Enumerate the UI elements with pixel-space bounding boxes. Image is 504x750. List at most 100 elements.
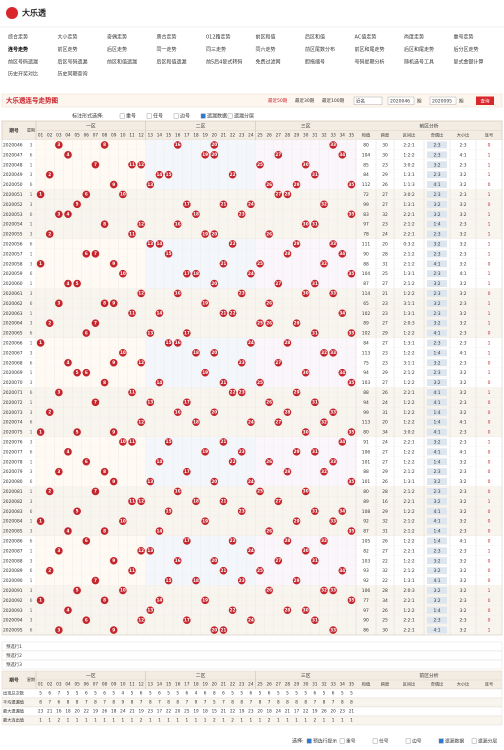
cell-bg <box>292 149 302 160</box>
nav-link[interactable]: 随机选号工具 <box>404 58 434 65</box>
cell-bg <box>173 466 183 477</box>
cell-bg <box>118 456 128 467</box>
option-text[interactable]: 边号 <box>180 113 190 120</box>
nav-link[interactable]: 历史同期查询 <box>58 71 88 78</box>
nav-link[interactable]: 复式金额计算 <box>454 58 484 65</box>
cell-bg <box>109 268 119 279</box>
input-to-text[interactable]: 2020095 <box>432 98 452 104</box>
ball-number: 12 <box>138 419 144 424</box>
ball-number: 20 <box>211 142 217 147</box>
ball-number: 14 <box>157 459 163 464</box>
option-text[interactable]: 任号 <box>153 113 163 120</box>
number-head: 13 <box>148 682 154 687</box>
cell-bg <box>264 169 274 180</box>
issue: 2020047 <box>3 152 23 158</box>
ball <box>320 537 328 545</box>
ball <box>183 398 191 407</box>
summary-value: 6 <box>85 691 88 696</box>
nav-link[interactable]: 前区号码遗漏 <box>8 58 38 65</box>
issue: 2020064 <box>3 321 23 327</box>
nav-link[interactable]: 前区和值遗漏 <box>107 58 137 65</box>
cell-bg <box>90 149 100 160</box>
nav-link[interactable]: 重号走势 <box>454 34 474 41</box>
checkbox <box>173 113 179 119</box>
stat-value: 2:3 <box>433 489 440 495</box>
option-text[interactable]: 遗漏数据 <box>207 113 227 120</box>
cell-bg <box>228 565 238 576</box>
period-link[interactable]: 最近30期 <box>295 97 315 104</box>
bottom-option[interactable]: 预选行提示 <box>313 738 337 745</box>
nav-link[interactable]: 大小走势 <box>58 34 78 41</box>
nav-link[interactable]: 后区走势 <box>107 46 127 53</box>
ball <box>311 170 319 179</box>
nav-link[interactable]: 前区尾数分布 <box>305 46 335 53</box>
unit: 期 <box>417 98 422 104</box>
summary-value: 17 <box>294 709 300 714</box>
nav-link[interactable]: AC值走势 <box>355 34 377 41</box>
nav-link[interactable]: 同三走势 <box>206 46 226 53</box>
summary-value: 1 <box>167 718 170 723</box>
nav-link[interactable]: 奇偶走势 <box>107 34 127 41</box>
stat-value: 1 <box>488 301 491 307</box>
nav-link[interactable]: 同一走势 <box>157 46 177 53</box>
row-bg <box>2 486 502 497</box>
number-head: 08 <box>102 132 108 137</box>
stat-value: 3:2 <box>459 499 466 505</box>
stat-value: 1:3:1 <box>403 172 415 178</box>
nav-link[interactable]: 尚度走势 <box>404 34 424 41</box>
summary-value: 6 <box>332 691 335 696</box>
nav-link[interactable]: 综合走势 <box>8 34 28 41</box>
cell-bg <box>182 437 192 447</box>
ball <box>228 170 237 179</box>
nav-link[interactable]: 后区和尾走势 <box>404 46 434 53</box>
ball-number: 6 <box>85 370 88 375</box>
nav-link[interactable]: 免费过滤网 <box>256 58 281 65</box>
period-link[interactable]: 最近50期 <box>268 97 288 104</box>
stat-value: 1:3:1 <box>403 271 415 277</box>
nav-link[interactable]: 后区和值 <box>305 34 325 41</box>
nav-link[interactable]: 后区号码遗漏 <box>58 58 88 65</box>
cell-bg <box>255 357 265 368</box>
nav-link[interactable]: 连号走势 <box>8 46 28 53</box>
issue: 2020057 <box>3 251 23 257</box>
option-text[interactable]: 遗漏分层 <box>234 113 254 120</box>
bottom-option[interactable]: 边号 <box>412 738 422 745</box>
ball <box>128 497 136 506</box>
cell-bg <box>337 575 347 586</box>
option-text[interactable]: 重号 <box>126 113 136 120</box>
bottom-option[interactable]: 遗漏数据 <box>445 738 464 745</box>
stat-value: 1 <box>488 628 491 634</box>
nav-link[interactable]: 后分区走势 <box>454 46 479 53</box>
nav-link[interactable]: 前5后4复式转码 <box>206 58 242 65</box>
cell-bg <box>63 545 73 556</box>
period-link[interactable]: 最近100期 <box>322 97 345 104</box>
ball <box>320 467 328 476</box>
nav-link[interactable]: 号码星期分析 <box>355 58 385 65</box>
query-button-text[interactable]: 查询 <box>481 97 490 104</box>
cell-bg <box>273 159 283 170</box>
nav-link[interactable]: 同六走势 <box>256 46 276 53</box>
cell-bg <box>63 536 73 546</box>
number-head: 13 <box>148 132 154 137</box>
nav-link[interactable]: 质合走势 <box>157 34 177 41</box>
stat-value: 27 <box>382 321 388 327</box>
input-from-text[interactable]: 2020046 <box>390 98 410 104</box>
cell-bg <box>218 268 228 279</box>
nav-link[interactable]: 前区和尾走势 <box>355 46 385 53</box>
bottom-option[interactable]: 任号 <box>379 738 389 745</box>
stat-value: 2:1:2 <box>403 489 415 495</box>
nav-link[interactable]: 前区走势 <box>58 46 78 53</box>
ball-number: 32 <box>321 469 327 474</box>
nav-link[interactable]: 胆拖缩号 <box>305 58 325 65</box>
bottom-option[interactable]: 遗漏分层 <box>478 738 497 745</box>
ball-number: 5 <box>76 202 79 207</box>
bottom-option[interactable]: 重号 <box>346 738 356 745</box>
nav-link[interactable]: 后区和值遗漏 <box>157 58 187 65</box>
nav-link[interactable]: 历史开奖对比 <box>8 71 38 78</box>
nav-link[interactable]: 012路走势 <box>206 34 231 41</box>
nav-link[interactable]: 前区和值 <box>256 34 276 41</box>
ball-number: 27 <box>275 281 281 286</box>
cell-bg <box>118 338 128 348</box>
cell-bg <box>237 367 247 378</box>
stat-badge <box>427 181 447 188</box>
